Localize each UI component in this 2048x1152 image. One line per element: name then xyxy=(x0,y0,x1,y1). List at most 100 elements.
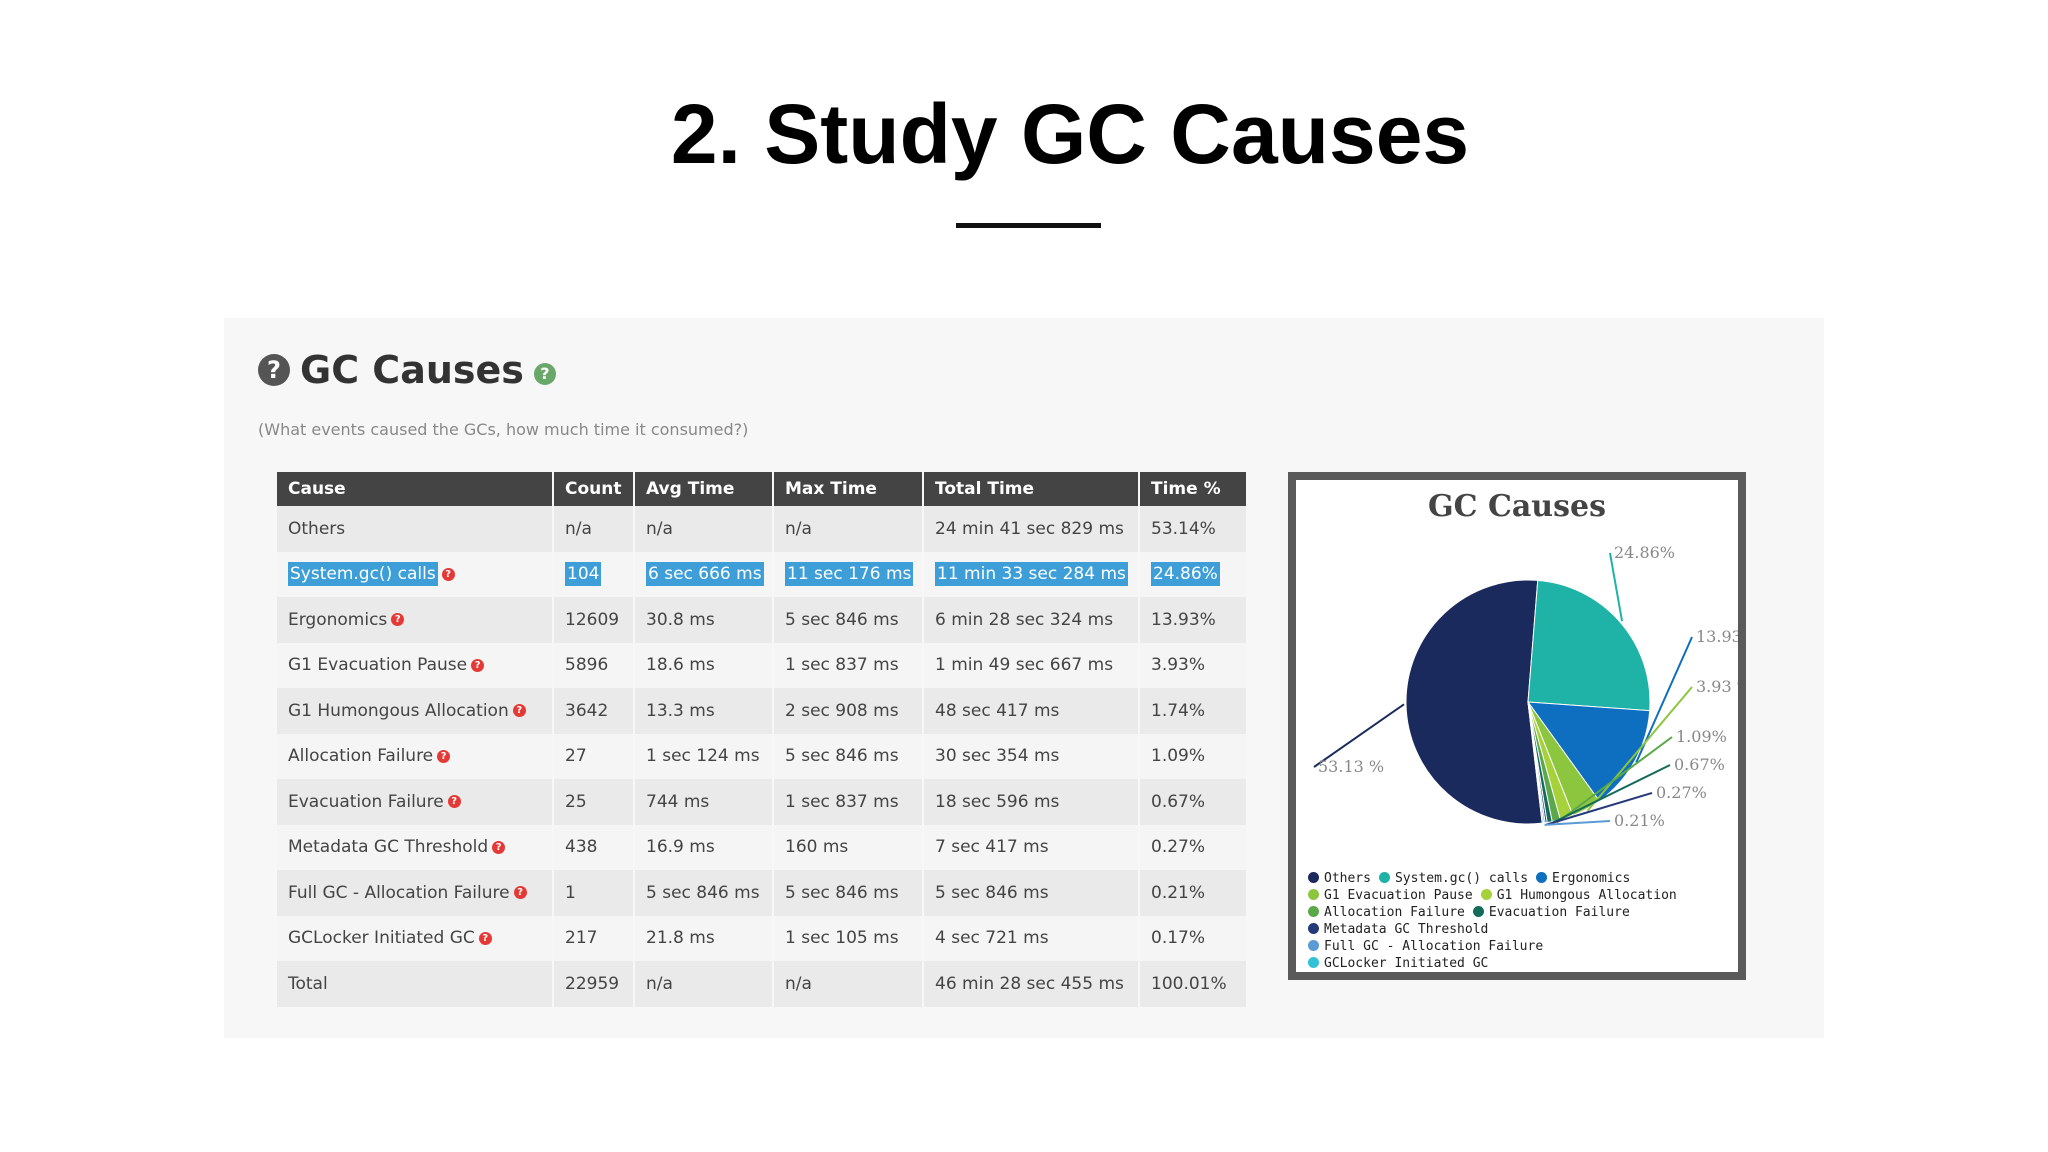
max-time-cell: 1 sec 837 ms xyxy=(773,642,924,688)
legend-item[interactable]: Full GC - Allocation Failure xyxy=(1308,938,1543,955)
table-row[interactable]: G1 Evacuation Pause? 5896 18.6 ms 1 sec 837… xyxy=(277,642,1248,688)
help-icon[interactable]: ? xyxy=(533,363,556,385)
legend-label: Others xyxy=(1324,871,1371,886)
column-header-count[interactable]: Count xyxy=(553,472,635,506)
column-header-avg-time[interactable]: Avg Time xyxy=(634,472,774,506)
count-cell: 12609 xyxy=(553,597,635,643)
total-time-cell: 46 min 28 sec 455 ms xyxy=(923,961,1140,1007)
max-time-cell-text: 2 sec 908 ms xyxy=(785,700,899,721)
max-time-cell: 2 sec 908 ms xyxy=(773,688,924,734)
info-icon[interactable]: ? xyxy=(471,658,485,672)
cause-cell-text: Allocation Failure xyxy=(288,746,434,767)
pie-leader-line xyxy=(1313,703,1405,768)
pie-data-label: 0.27% xyxy=(1656,783,1707,802)
gc-causes-chart: GC Causes 53.13 % 24.86% 13.93 % 3.93 % 1.09%… xyxy=(1288,472,1746,980)
table-row[interactable]: G1 Humongous Allocation? 3642 13.3 ms 2 sec… xyxy=(277,688,1248,734)
cause-cell-text: Full GC - Allocation Failure xyxy=(288,882,510,903)
legend-item[interactable]: G1 Humongous Allocation xyxy=(1480,887,1677,904)
table-row[interactable]: Total 22959 n/a n/a 46 min 28 sec 455 ms 100.… xyxy=(277,961,1248,1007)
max-time-cell-text: 5 sec 846 ms xyxy=(785,609,899,630)
table-row[interactable]: Metadata GC Threshold? 438 16.9 ms 160 ms 7 … xyxy=(277,824,1248,870)
gc-causes-panel: ? GC Causes ? (What events caused the GC… xyxy=(224,318,1824,1038)
info-icon[interactable]: ? xyxy=(391,613,405,627)
table-row[interactable]: Full GC - Allocation Failure? 1 5 sec 846 … xyxy=(277,870,1248,916)
question-icon[interactable]: ? xyxy=(258,354,290,386)
pie-slice-others[interactable] xyxy=(1405,579,1543,825)
legend-item[interactable]: Ergonomics xyxy=(1536,870,1630,887)
total-time-cell-text: 24 min 41 sec 829 ms xyxy=(935,518,1124,539)
legend-label: System.gc() calls xyxy=(1394,871,1529,886)
column-header-cause[interactable]: Cause xyxy=(277,472,554,506)
max-time-cell: n/a xyxy=(773,506,924,552)
info-icon[interactable]: ? xyxy=(441,567,455,581)
info-icon[interactable]: ? xyxy=(478,931,492,945)
avg-time-cell: 5 sec 846 ms xyxy=(634,870,774,916)
column-header-total-time[interactable]: Total Time xyxy=(923,472,1140,506)
column-header-time-percent[interactable]: Time % xyxy=(1139,472,1248,506)
cause-cell: System.gc() calls? xyxy=(277,551,554,597)
legend-item[interactable]: Metadata GC Threshold xyxy=(1308,921,1488,938)
avg-time-cell-text: n/a xyxy=(646,973,673,994)
pie-leader-line xyxy=(1609,552,1624,622)
max-time-cell: n/a xyxy=(773,961,924,1007)
legend-item[interactable]: Evacuation Failure xyxy=(1472,904,1630,921)
max-time-cell-text: 5 sec 846 ms xyxy=(785,882,899,903)
pie-data-label: 13.93 % xyxy=(1696,627,1738,646)
cause-cell-text: Evacuation Failure xyxy=(288,791,444,812)
legend-swatch xyxy=(1536,872,1548,883)
count-cell: 438 xyxy=(553,824,635,870)
count-cell-text: 217 xyxy=(565,928,598,949)
time-percent-cell: 13.93% xyxy=(1139,597,1248,643)
pie-slice-gclocker-initiated-gc[interactable] xyxy=(1527,701,1545,824)
gc-causes-table: Cause Count Avg Time Max Time Total Time… xyxy=(277,472,1248,1007)
column-header-max-time[interactable]: Max Time xyxy=(773,472,924,506)
avg-time-cell-text: 744 ms xyxy=(646,791,710,812)
legend-item[interactable]: System.gc() calls xyxy=(1378,870,1529,887)
panel-heading: ? GC Causes ? xyxy=(258,348,556,392)
legend-item[interactable]: GCLocker Initiated GC xyxy=(1308,955,1488,972)
cause-cell: Allocation Failure? xyxy=(277,733,554,779)
total-time-cell: 5 sec 846 ms xyxy=(923,870,1140,916)
total-time-cell-text: 4 sec 721 ms xyxy=(935,928,1049,949)
legend-item[interactable]: Others xyxy=(1308,870,1371,887)
count-cell-text: 1 xyxy=(565,882,576,903)
pie-leader-line xyxy=(1586,686,1693,812)
time-percent-cell-text: 0.17% xyxy=(1151,928,1206,949)
legend-item[interactable]: Allocation Failure xyxy=(1308,904,1465,921)
max-time-cell: 1 sec 105 ms xyxy=(773,915,924,961)
total-time-cell-text: 46 min 28 sec 455 ms xyxy=(935,973,1124,994)
total-time-cell: 11 min 33 sec 284 ms xyxy=(923,551,1140,597)
max-time-cell-text: n/a xyxy=(785,973,812,994)
info-icon[interactable]: ? xyxy=(512,704,526,718)
info-icon[interactable]: ? xyxy=(437,749,451,763)
legend-label: G1 Evacuation Pause xyxy=(1324,888,1473,903)
panel-subtitle: (What events caused the GCs, how much ti… xyxy=(258,420,749,439)
time-percent-cell-text: 0.27% xyxy=(1151,837,1206,858)
pie-data-label: 0.67% xyxy=(1674,755,1725,774)
table-row[interactable]: Others n/a n/a n/a 24 min 41 sec 829 ms 53.14… xyxy=(277,506,1248,552)
legend-item[interactable]: G1 Evacuation Pause xyxy=(1308,887,1473,904)
table-row[interactable]: System.gc() calls? 104 6 sec 666 ms 11 sec … xyxy=(277,551,1248,597)
table-row[interactable]: GCLocker Initiated GC? 217 21.8 ms 1 sec 10… xyxy=(277,915,1248,961)
total-time-cell-text: 30 sec 354 ms xyxy=(935,746,1060,767)
avg-time-cell-text: 6 sec 666 ms xyxy=(646,562,764,587)
table-row[interactable]: Ergonomics? 12609 30.8 ms 5 sec 846 ms 6 min… xyxy=(277,597,1248,643)
info-icon[interactable]: ? xyxy=(492,840,506,854)
info-icon[interactable]: ? xyxy=(513,886,527,900)
total-time-cell-text: 1 min 49 sec 667 ms xyxy=(935,655,1114,676)
total-time-cell: 4 sec 721 ms xyxy=(923,915,1140,961)
legend-row: Metadata GC Threshold xyxy=(1308,921,1748,938)
pie-leader-line xyxy=(1549,764,1671,825)
count-cell: 1 xyxy=(553,870,635,916)
total-time-cell-text: 18 sec 596 ms xyxy=(935,791,1060,812)
cause-cell-text: GCLocker Initiated GC xyxy=(288,928,475,949)
table-row[interactable]: Allocation Failure? 27 1 sec 124 ms 5 sec 8… xyxy=(277,733,1248,779)
info-icon[interactable]: ? xyxy=(447,795,461,809)
count-cell: n/a xyxy=(553,506,635,552)
avg-time-cell: n/a xyxy=(634,961,774,1007)
count-cell-text: 104 xyxy=(565,562,602,587)
max-time-cell: 11 sec 176 ms xyxy=(773,551,924,597)
table-row[interactable]: Evacuation Failure? 25 744 ms 1 sec 837 ms 1… xyxy=(277,779,1248,825)
pie-data-label: 0.21% xyxy=(1614,811,1665,830)
pie-slice-system-gc-calls[interactable] xyxy=(1527,579,1651,712)
